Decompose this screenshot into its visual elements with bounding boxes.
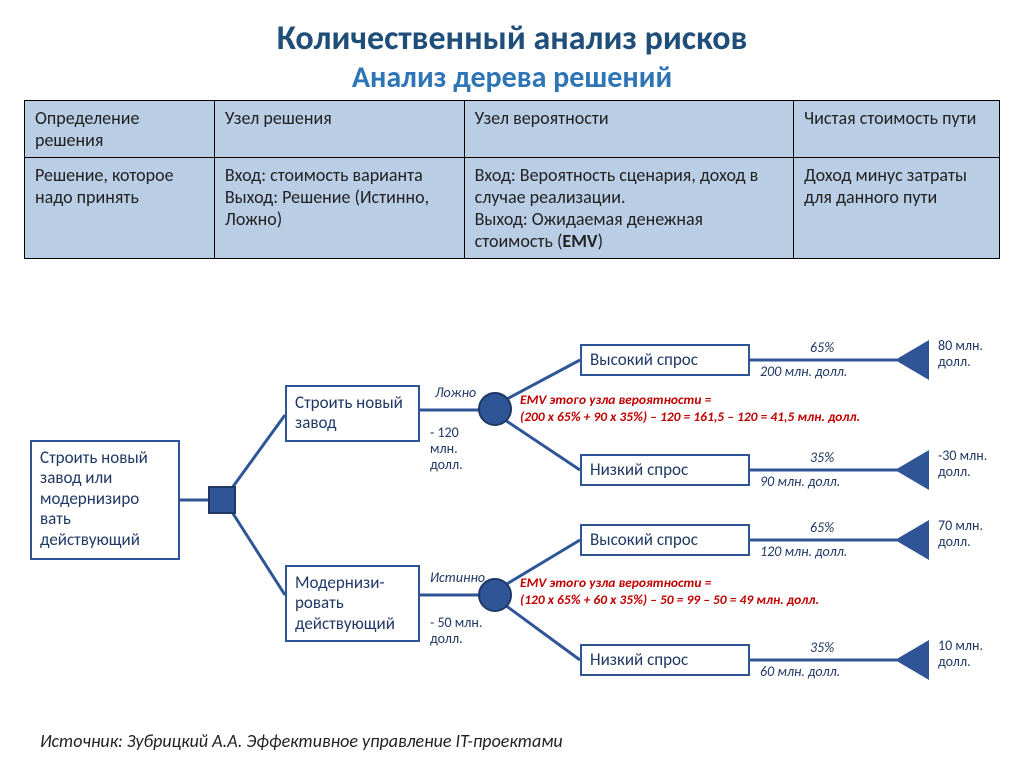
net-0-1: -30 млн. долл. xyxy=(938,448,1008,480)
th-2: Узел вероятности xyxy=(464,101,794,158)
cost-0: - 120 млн. долл. xyxy=(430,425,485,473)
income-1-1: 60 млн. долл. xyxy=(760,664,840,680)
cost-1: - 50 млн. долл. xyxy=(430,615,485,647)
td-1: Вход: стоимость вариантаВыход: Решение (… xyxy=(214,158,464,259)
prob-1-0: 65% xyxy=(810,520,834,536)
root-box: Строить новый завод или модернизиро вать… xyxy=(30,440,180,560)
prob-1-1: 35% xyxy=(810,640,834,656)
decision-box-0: Строить новый завод xyxy=(285,385,420,442)
prob-0-1: 35% xyxy=(810,450,834,466)
td-0: Решение, которое надо принять xyxy=(25,158,215,259)
decision-square-icon xyxy=(208,486,236,514)
sub-title: Анализ дерева решений xyxy=(0,59,1024,96)
income-1-0: 120 млн. долл. xyxy=(760,544,847,560)
end-triangle-1-0 xyxy=(895,520,929,560)
emv-1: EMV этого узла вероятности =(120 х 65% +… xyxy=(520,575,920,609)
net-1-1: 10 млн. долл. xyxy=(938,638,1008,670)
outcome-0-1: Низкий спрос xyxy=(580,454,750,486)
th-1: Узел решения xyxy=(214,101,464,158)
end-triangle-1-1 xyxy=(895,640,929,680)
income-0-0: 200 млн. долл. xyxy=(760,364,847,380)
emv-0: EMV этого узла вероятности =(200 х 65% +… xyxy=(520,392,920,426)
outcome-0-0: Высокий спрос xyxy=(580,344,750,376)
chance-circle-1 xyxy=(478,578,512,612)
definition-table: Определение решения Узел решения Узел ве… xyxy=(24,100,1000,259)
decision-box-1: Модернизи-ровать действующий xyxy=(285,565,420,642)
end-triangle-0-1 xyxy=(895,450,929,490)
net-0-0: 80 млн. долл. xyxy=(938,338,1008,370)
net-1-0: 70 млн. долл. xyxy=(938,518,1008,550)
income-0-1: 90 млн. долл. xyxy=(760,474,840,490)
th-3: Чистая стоимость пути xyxy=(794,101,1000,158)
td-2: Вход: Вероятность сценария, доход в случ… xyxy=(464,158,794,259)
truth-0: Ложно xyxy=(435,385,476,401)
th-0: Определение решения xyxy=(25,101,215,158)
outcome-1-1: Низкий спрос xyxy=(580,644,750,676)
prob-0-0: 65% xyxy=(810,340,834,356)
td-3: Доход минус затраты для данного пути xyxy=(794,158,1000,259)
end-triangle-0-0 xyxy=(895,340,929,380)
main-title: Количественный анализ рисков xyxy=(0,0,1024,59)
truth-1: Истинно xyxy=(430,570,485,586)
decision-tree-diagram: Строить новый завод или модернизиро вать… xyxy=(0,330,1024,720)
chance-circle-0 xyxy=(478,392,512,426)
source-citation: Источник: Зубрицкий А.А. Эффективное упр… xyxy=(40,730,563,752)
outcome-1-0: Высокий спрос xyxy=(580,524,750,556)
